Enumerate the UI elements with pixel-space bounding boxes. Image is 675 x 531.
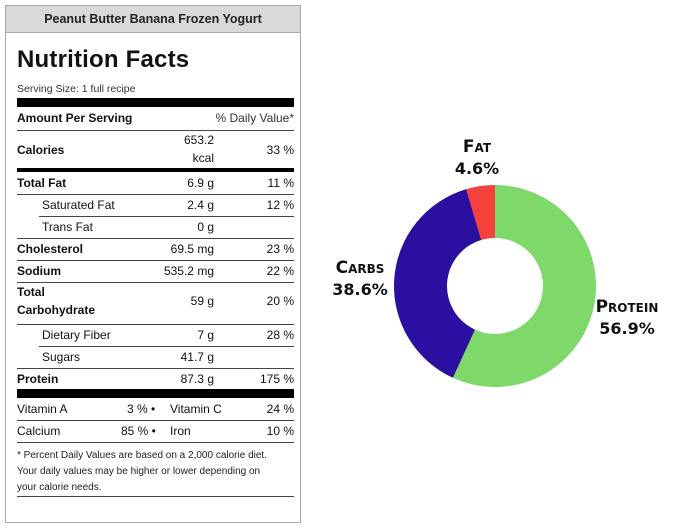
thick-divider [17,389,294,398]
calories-row: Calories 653.2 kcal 33 % [17,133,294,169]
slice-label-carbs: Carbs [336,258,385,278]
slice-label-protein: Protein [596,297,659,317]
recipe-title: Peanut Butter Banana Frozen Yogurt [6,6,300,33]
slice-percent-protein: 56.9% [599,319,655,338]
divider [17,282,294,283]
saturated-fat-label: Saturated Fat [42,198,115,212]
macronutrient-donut-chart: Protein 56.9% Carbs 38.6% Fat 4.6% [332,137,659,388]
nutrition-facts-heading: Nutrition Facts [17,46,190,73]
trans-fat-label: Trans Fat [42,220,93,234]
calories-label: Calories [17,143,65,157]
carbohydrate-label-line2: Carbohydrate [17,303,96,317]
mid-divider [17,168,294,172]
total-fat-label: Total Fat [17,176,67,190]
cholesterol-label: Cholesterol [17,242,84,256]
divider [17,420,294,421]
sodium-amount: 535.2 mg [163,264,214,278]
protein-dv: 175 % [259,372,294,386]
divider [17,238,294,239]
calcium-dv: 85 % • [121,424,156,438]
vitamin-c-label: Vitamin C [170,402,222,416]
footnote-line: Your daily values may be higher or lower… [17,466,261,477]
footnote: * Percent Daily Values are based on a 2,… [17,448,294,496]
calcium-label: Calcium [17,424,61,438]
nutrition-label: Peanut Butter Banana Frozen Yogurt Nutri… [5,5,301,523]
daily-value-header: % Daily Value* [215,111,294,125]
sugars-amount: 41.7 g [180,350,214,364]
trans-fat-amount: 0 g [197,220,214,234]
calories-unit: kcal [192,151,214,165]
divider [17,194,294,195]
sodium-dv: 22 % [266,264,294,278]
divider [17,442,294,443]
calories-value: 653.2 [183,133,214,147]
iron-label: Iron [170,424,191,438]
divider [17,260,294,261]
protein-amount: 87.3 g [180,372,214,386]
dietary-fiber-dv: 28 % [266,328,294,342]
calories-dv: 33 % [266,143,294,157]
divider [39,216,294,217]
footnote-line: your calorie needs. [17,482,102,493]
carbohydrate-label-line1: Total [17,285,45,299]
slice-fat [466,185,495,240]
cholesterol-amount: 69.5 mg [170,242,214,256]
dietary-fiber-amount: 7 g [197,328,214,342]
amount-per-serving: Amount Per Serving [17,111,133,125]
divider [39,346,294,347]
vitamin-a-dv: 3 % • [127,402,156,416]
cholesterol-dv: 23 % [266,242,294,256]
divider [17,368,294,369]
iron-dv: 10 % [266,424,294,438]
slice-protein [452,185,596,388]
saturated-fat-amount: 2.4 g [187,198,214,212]
total-fat-amount: 6.9 g [187,176,214,190]
vitamin-a-label: Vitamin A [17,402,68,416]
carbohydrate-amount: 59 g [190,294,214,308]
sugars-label: Sugars [42,350,81,364]
saturated-fat-dv: 12 % [266,198,294,212]
divider [17,130,294,131]
slice-label-fat: Fat [463,137,492,157]
carbohydrate-row: Total Carbohydrate 59 g 20 % [17,285,294,323]
total-fat-dv: 11 % [267,176,294,190]
footnote-line: * Percent Daily Values are based on a 2,… [17,450,267,461]
slice-percent-carbs: 38.6% [332,280,388,299]
divider [17,496,294,497]
slice-carbs [394,189,482,378]
protein-label: Protein [17,372,59,386]
dietary-fiber-label: Dietary Fiber [42,328,111,342]
thick-divider [17,98,294,107]
vitamin-c-dv: 24 % [266,402,294,416]
sodium-label: Sodium [17,264,61,278]
serving-size: Serving Size: 1 full recipe [17,83,136,95]
divider [17,324,294,325]
carbohydrate-dv: 20 % [266,294,294,308]
slice-percent-fat: 4.6% [455,159,499,178]
